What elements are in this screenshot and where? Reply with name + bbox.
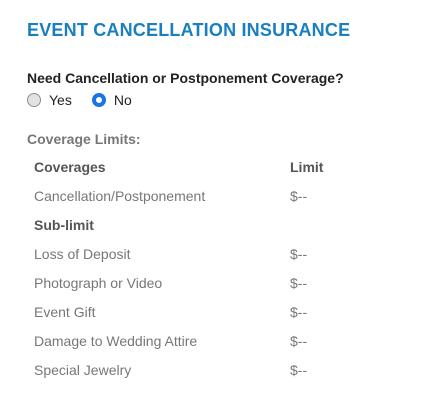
radio-no[interactable] xyxy=(91,93,106,107)
radio-option-yes[interactable]: Yes xyxy=(27,92,72,108)
radio-yes[interactable] xyxy=(27,93,41,107)
table-row: Damage to Wedding Attire $-- xyxy=(34,326,354,355)
column-header-limit: Limit xyxy=(290,159,324,175)
coverage-limit: $-- xyxy=(290,275,308,291)
table-row: Cancellation/Postponement $-- xyxy=(34,181,354,210)
table-row: Loss of Deposit $-- xyxy=(34,239,354,268)
coverage-limit: $-- xyxy=(290,362,308,378)
coverage-limit: $-- xyxy=(290,304,308,320)
table-row: Photograph or Video $-- xyxy=(34,268,354,297)
coverage-limit: $-- xyxy=(290,246,308,262)
coverage-name: Photograph or Video xyxy=(34,275,163,291)
coverage-name: Special Jewelry xyxy=(34,362,132,378)
column-header-coverages: Coverages xyxy=(34,159,106,175)
coverage-name: Loss of Deposit xyxy=(34,246,131,262)
coverage-radio-group: Yes No xyxy=(27,90,132,110)
section-title: EVENT CANCELLATION INSURANCE xyxy=(27,20,351,40)
sublimit-header-row: Sub-limit xyxy=(34,210,354,239)
radio-yes-label: Yes xyxy=(49,92,72,108)
coverage-name: Event Gift xyxy=(34,304,96,320)
radio-option-no[interactable]: No xyxy=(91,92,132,108)
coverage-limit: $-- xyxy=(290,333,308,349)
table-row: Special Jewelry $-- xyxy=(34,355,354,384)
coverage-name: Cancellation/Postponement xyxy=(34,188,206,204)
sublimit-label: Sub-limit xyxy=(34,217,94,233)
radio-no-label: No xyxy=(113,92,132,108)
table-row: Event Gift $-- xyxy=(34,297,354,326)
table-header-row: Coverages Limit xyxy=(34,152,354,181)
coverage-limit: $-- xyxy=(290,188,308,204)
coverage-limits-heading: Coverage Limits: xyxy=(27,131,141,147)
coverage-limits-table: Coverages Limit Cancellation/Postponemen… xyxy=(34,152,354,384)
coverage-name: Damage to Wedding Attire xyxy=(34,333,198,349)
coverage-question: Need Cancellation or Postponement Covera… xyxy=(27,70,344,86)
